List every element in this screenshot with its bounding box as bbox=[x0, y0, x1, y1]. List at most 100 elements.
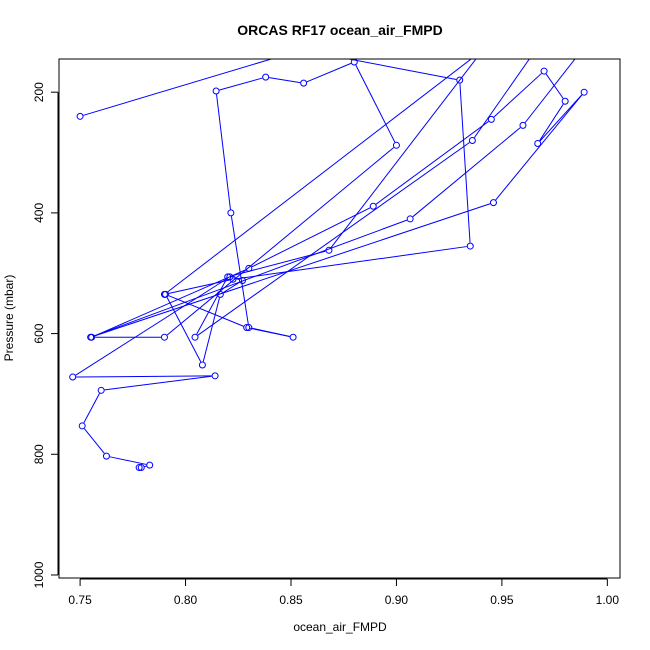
series-line-segment bbox=[230, 216, 249, 325]
series-line-segment bbox=[495, 94, 583, 201]
data-point bbox=[146, 461, 154, 469]
data-point bbox=[76, 112, 84, 120]
series-line-segment bbox=[306, 62, 352, 83]
x-axis-label: ocean_air_FMPD bbox=[293, 620, 387, 634]
series-line-segment bbox=[230, 250, 326, 277]
series-line-segment bbox=[167, 279, 230, 295]
data-point bbox=[191, 333, 199, 341]
data-point bbox=[561, 97, 569, 105]
plot-area bbox=[69, 47, 588, 472]
series-line-segment bbox=[545, 73, 564, 99]
data-point bbox=[392, 141, 400, 149]
series-line-segment bbox=[104, 375, 212, 391]
series-line-segment bbox=[346, 59, 457, 80]
series-line-segment bbox=[197, 142, 470, 336]
y-tick-label: 1000 bbox=[32, 561, 46, 588]
data-point bbox=[238, 276, 246, 284]
series-line-segment bbox=[202, 297, 220, 362]
series-line-segment bbox=[83, 59, 274, 116]
plot-frame bbox=[58, 58, 621, 579]
series-line-segment bbox=[196, 279, 227, 335]
series-line-segment bbox=[109, 456, 147, 465]
data-point bbox=[540, 67, 548, 75]
series-line-segment bbox=[236, 246, 467, 280]
data-point bbox=[533, 47, 539, 53]
data-point bbox=[198, 361, 206, 369]
series-line-segment bbox=[219, 77, 263, 91]
y-tick-label: 400 bbox=[32, 203, 46, 223]
data-point bbox=[534, 139, 542, 147]
data-point bbox=[289, 333, 297, 341]
series-line-segment bbox=[166, 297, 202, 363]
data-point bbox=[245, 264, 253, 272]
series-line-segment bbox=[166, 59, 472, 293]
x-tick-label: 0.80 bbox=[174, 593, 198, 607]
series-line-segment bbox=[223, 281, 240, 293]
data-point bbox=[87, 333, 95, 341]
y-axis: 200 400 600 800 1000 bbox=[32, 82, 59, 588]
series-line-segment bbox=[412, 127, 521, 218]
series-line-segment bbox=[84, 428, 105, 454]
y-tick-label: 200 bbox=[32, 82, 46, 102]
data-point bbox=[245, 324, 253, 332]
series-line-segment bbox=[375, 121, 489, 205]
data-point bbox=[69, 373, 77, 381]
series-line-segment bbox=[330, 59, 477, 248]
data-point bbox=[456, 76, 464, 84]
data-point bbox=[135, 464, 143, 472]
series-line-segment bbox=[269, 77, 301, 84]
y-axis-label: Pressure (mbar) bbox=[2, 275, 16, 362]
data-point bbox=[97, 386, 105, 394]
series-line-segment bbox=[93, 219, 408, 337]
series-line-segment bbox=[94, 269, 246, 337]
data-point bbox=[212, 87, 220, 95]
series-line-segment bbox=[539, 94, 583, 142]
chart-title: ORCAS RF17 ocean_air_FMPD bbox=[237, 22, 442, 38]
x-axis: 0.75 0.80 0.85 0.90 0.95 1.00 bbox=[68, 578, 620, 607]
x-tick-label: 0.95 bbox=[490, 593, 514, 607]
data-point bbox=[406, 215, 414, 223]
data-point bbox=[243, 324, 251, 332]
series-line-segment bbox=[473, 59, 530, 138]
data-point bbox=[299, 47, 305, 53]
series-line-segment bbox=[76, 375, 212, 378]
series-line-segment bbox=[493, 73, 542, 118]
data-point bbox=[487, 115, 495, 123]
data-point bbox=[216, 290, 224, 298]
data-point bbox=[229, 275, 237, 283]
x-tick-label: 0.75 bbox=[68, 593, 92, 607]
data-point bbox=[580, 88, 588, 96]
data-point bbox=[519, 121, 527, 129]
series-line-segment bbox=[524, 59, 576, 123]
data-point bbox=[466, 242, 474, 250]
series-line-segment bbox=[539, 103, 564, 141]
x-tick-label: 0.85 bbox=[279, 593, 303, 607]
series-line-segment bbox=[168, 295, 244, 327]
y-tick-label: 600 bbox=[32, 323, 46, 343]
series-line-segment bbox=[166, 147, 395, 336]
x-tick-label: 0.90 bbox=[385, 593, 409, 607]
data-point bbox=[489, 199, 497, 207]
data-point bbox=[480, 47, 486, 53]
series-line-segment bbox=[355, 64, 396, 143]
series-line-segment bbox=[459, 83, 471, 243]
data-point bbox=[227, 209, 235, 217]
data-point bbox=[579, 47, 585, 53]
data-point bbox=[369, 202, 377, 210]
data-point bbox=[78, 422, 86, 430]
data-point bbox=[325, 246, 333, 254]
y-tick-label: 800 bbox=[32, 444, 46, 464]
series-line-segment bbox=[216, 94, 231, 210]
data-point bbox=[468, 136, 476, 144]
data-point bbox=[160, 290, 168, 298]
x-tick-label: 1.00 bbox=[596, 593, 620, 607]
series-line-segment bbox=[93, 203, 491, 337]
data-point bbox=[102, 452, 110, 460]
series-line-segment bbox=[252, 327, 290, 337]
data-point bbox=[300, 79, 308, 87]
series-line-segment bbox=[83, 393, 100, 424]
data-point bbox=[160, 333, 168, 341]
data-point bbox=[262, 73, 270, 81]
data-point bbox=[137, 464, 145, 472]
